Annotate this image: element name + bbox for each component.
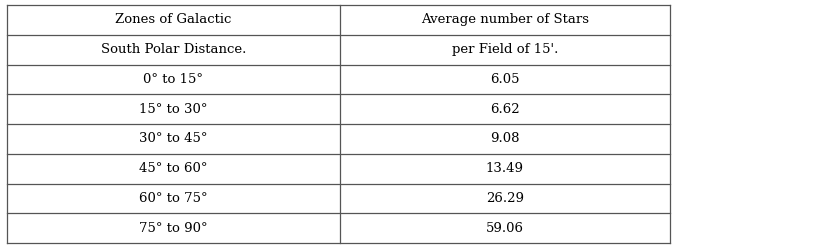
Text: 59.06: 59.06	[486, 222, 524, 234]
Text: 0° to 15°: 0° to 15°	[144, 73, 203, 86]
Text: Average number of Stars: Average number of Stars	[421, 13, 589, 26]
Text: 15° to 30°: 15° to 30°	[139, 102, 207, 116]
Text: Zones of Galactic: Zones of Galactic	[115, 13, 232, 26]
Text: per Field of 15'.: per Field of 15'.	[451, 43, 558, 56]
Text: 30° to 45°: 30° to 45°	[139, 132, 207, 145]
Text: 26.29: 26.29	[486, 192, 524, 205]
Text: 6.62: 6.62	[490, 102, 520, 116]
Text: 9.08: 9.08	[490, 132, 520, 145]
Text: 45° to 60°: 45° to 60°	[139, 162, 207, 175]
Text: South Polar Distance.: South Polar Distance.	[100, 43, 246, 56]
Text: 60° to 75°: 60° to 75°	[139, 192, 207, 205]
Text: 75° to 90°: 75° to 90°	[139, 222, 207, 234]
Text: 6.05: 6.05	[490, 73, 520, 86]
Text: 13.49: 13.49	[486, 162, 524, 175]
